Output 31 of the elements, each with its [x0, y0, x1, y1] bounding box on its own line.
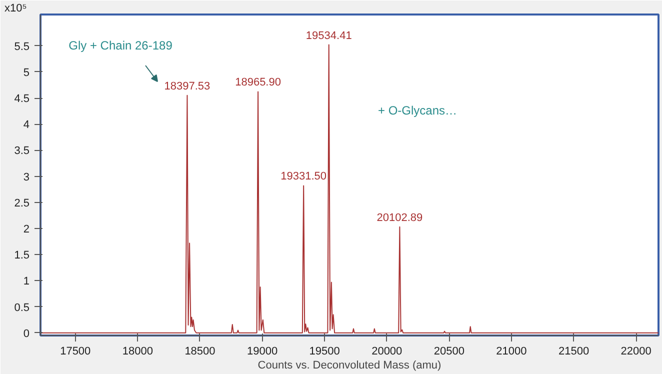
y-tick-label: 5: [23, 66, 30, 79]
x-tick-label: 21500: [558, 346, 590, 358]
y-tick-label: 1: [23, 276, 30, 288]
y-tick-label: 2.5: [14, 197, 30, 210]
y-tick-label: 5.5: [14, 40, 30, 53]
annotation: 20102.89: [376, 212, 423, 224]
y-tick-label: 0: [23, 328, 30, 340]
x-tick-label: 19000: [246, 346, 278, 358]
y-tick-label: 3: [23, 171, 30, 184]
annotation: Gly + Chain 26-189: [68, 38, 173, 52]
y-tick-label: 2: [23, 224, 30, 236]
x-tick-label: 21000: [496, 346, 527, 358]
y-tick-label: 3.5: [14, 145, 30, 158]
annotation: 18965.90: [235, 76, 281, 89]
x-axis-title: Counts vs. Deconvoluted Mass (amu): [258, 360, 442, 372]
y-tick-label: 4: [23, 119, 30, 132]
x-tick-label: 22000: [620, 346, 652, 358]
annotation: 19331.50: [280, 170, 327, 183]
annotation: 19534.41: [306, 30, 352, 42]
x-tick-label: 17500: [60, 346, 91, 358]
x-tick-label: 18000: [122, 346, 153, 358]
x-tick-label: 19500: [309, 346, 340, 358]
x-tick-label: 20000: [372, 346, 402, 358]
annotation: 18397.53: [164, 80, 210, 92]
y-tick-label: 1.5: [14, 250, 30, 262]
y-tick-label: 4.5: [14, 93, 30, 106]
x-tick-label: 20500: [434, 346, 464, 358]
annotation: + O-Glycans…: [378, 104, 458, 118]
x-tick-label: 18500: [184, 346, 216, 358]
y-axis-title: x10⁵: [4, 2, 27, 14]
y-tick-label: 0.5: [14, 302, 30, 314]
